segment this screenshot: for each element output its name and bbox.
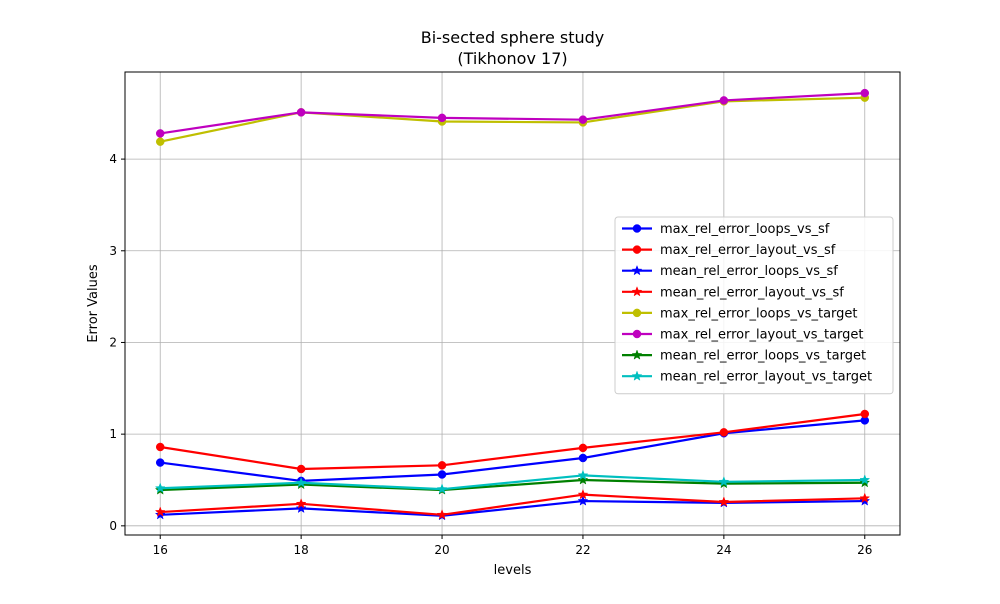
legend-marker [631,264,643,276]
legend-item: max_rel_error_loops_vs_target [622,306,858,321]
series-mean_rel_error_layout_vs_target [154,469,871,494]
data-point [577,488,589,500]
data-point [859,474,871,485]
legend-item: max_rel_error_loops_vs_sf [622,222,830,237]
legend-item: mean_rel_error_layout_vs_target [622,370,872,385]
chart-title-line1: Bi-sected sphere study [421,28,605,47]
data-point [296,108,306,117]
data-point [860,409,870,419]
series-line [160,419,865,483]
legend-marker [632,224,642,233]
legend-item: max_rel_error_layout_vs_target [622,328,864,343]
series-max_rel_error_loops_vs_sf [155,416,870,486]
legend-label: max_rel_error_loops_vs_sf [660,222,830,237]
series-max_rel_error_layout_vs_target [155,88,870,138]
data-point [154,482,166,493]
data-point [577,495,589,506]
data-point [719,96,729,105]
data-point [436,483,448,494]
data-point [154,506,166,517]
y-axis-label: Error Values [86,264,101,343]
legend-marker [631,286,643,297]
data-point [436,509,448,520]
x-tick-label: 18 [293,543,308,557]
data-point [578,443,588,453]
legend-marker [631,370,643,381]
legend-label: max_rel_error_layout_vs_sf [660,243,836,258]
x-tick-label: 16 [153,543,168,557]
series-line [160,412,865,471]
data-point [155,137,165,146]
legend-label: mean_rel_error_loops_vs_target [660,349,866,364]
data-point [295,477,307,488]
data-point [155,129,165,138]
x-tick-label: 24 [716,543,731,557]
y-tick-label: 1 [109,427,117,441]
data-point [155,458,165,467]
legend: max_rel_error_loops_vs_sf max_rel_error_l… [614,216,894,395]
legend-item: mean_rel_error_layout_vs_sf [622,285,844,300]
legend-marker [632,329,642,339]
legend-label: max_rel_error_loops_vs_target [660,306,858,321]
data-point [578,115,588,124]
data-point [719,428,729,437]
series-max_rel_error_layout_vs_sf [155,409,870,474]
x-tick-label: 26 [857,543,872,557]
series-line [160,478,865,492]
series-mean_rel_error_layout_vs_sf [154,488,871,520]
legend-label: mean_rel_error_layout_vs_target [660,370,872,385]
data-point [860,88,870,98]
data-point [437,113,447,123]
data-point [155,442,165,452]
legend-marker [632,245,642,254]
series-line [160,96,865,143]
data-point [295,502,307,514]
data-point [859,492,871,503]
y-tick-label: 2 [109,335,117,349]
x-tick-label: 20 [434,543,449,557]
y-tick-label: 4 [109,152,117,166]
data-point [295,498,307,509]
series-line [160,91,865,135]
legend-label: max_rel_error_layout_vs_target [660,328,864,343]
x-tick-label: 22 [575,543,590,557]
axis-ticks: 16 18 20 22 24 26 0 1 2 3 4 [109,152,872,557]
series-line [160,493,865,516]
legend-label: mean_rel_error_layout_vs_sf [660,285,844,300]
plot-frame [124,71,901,536]
series-line [160,499,865,517]
legend-item: mean_rel_error_loops_vs_sf [622,264,838,279]
data-point [437,470,447,479]
chart-title-line2: (Tikhonov 17) [457,49,567,68]
data-point [296,464,306,474]
legend-item: max_rel_error_layout_vs_sf [622,243,836,258]
data-point [577,469,589,481]
data-point [437,461,447,470]
data-point [718,496,730,507]
legend-marker [631,349,643,360]
y-tick-label: 0 [109,519,117,533]
series-group [154,88,871,521]
legend-box [614,216,894,395]
data-point [718,476,730,487]
x-axis-label: levels [494,563,532,578]
legend-marker [632,308,642,318]
series-line [160,474,865,491]
legend-item: mean_rel_error_loops_vs_target [622,349,866,364]
data-point [578,453,588,463]
data-point [577,474,589,485]
y-tick-label: 3 [109,244,117,258]
legend-label: mean_rel_error_loops_vs_sf [660,264,838,279]
